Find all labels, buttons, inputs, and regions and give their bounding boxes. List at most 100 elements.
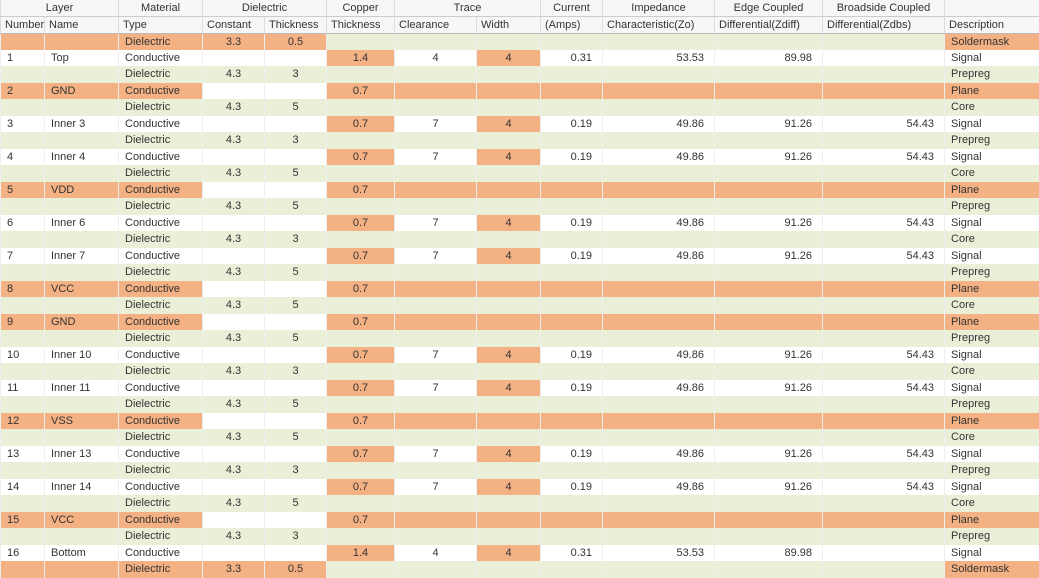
- cell-zo[interactable]: [603, 396, 715, 413]
- cell-number[interactable]: [1, 396, 45, 413]
- cell-dthick[interactable]: [265, 182, 327, 199]
- table-row[interactable]: Dielectric4.33Prepreg: [1, 528, 1039, 545]
- cell-constant[interactable]: 3.3: [203, 561, 265, 578]
- table-row[interactable]: Dielectric4.33Prepreg: [1, 66, 1039, 83]
- cell-name[interactable]: [45, 297, 119, 314]
- hdr-zo[interactable]: Characteristic(Zo): [603, 17, 715, 34]
- cell-width[interactable]: [477, 132, 541, 149]
- cell-clearance[interactable]: [395, 396, 477, 413]
- cell-constant[interactable]: 4.3: [203, 198, 265, 215]
- cell-zo[interactable]: [603, 132, 715, 149]
- cell-dthick[interactable]: 3: [265, 132, 327, 149]
- cell-amps[interactable]: [541, 363, 603, 380]
- table-row[interactable]: Dielectric4.35Core: [1, 429, 1039, 446]
- cell-number[interactable]: [1, 165, 45, 182]
- cell-dthick[interactable]: [265, 281, 327, 298]
- cell-constant[interactable]: 4.3: [203, 396, 265, 413]
- cell-name[interactable]: [45, 231, 119, 248]
- cell-type[interactable]: Dielectric: [119, 165, 203, 182]
- cell-clearance[interactable]: [395, 495, 477, 512]
- cell-name[interactable]: Inner 4: [45, 149, 119, 166]
- cell-clearance[interactable]: [395, 528, 477, 545]
- cell-zdiff[interactable]: [715, 99, 823, 116]
- cell-clearance[interactable]: [395, 314, 477, 331]
- cell-zdbs[interactable]: [823, 512, 945, 529]
- cell-zdbs[interactable]: 54.43: [823, 215, 945, 232]
- cell-number[interactable]: [1, 33, 45, 50]
- table-row[interactable]: 5VDDConductive0.7Plane: [1, 182, 1039, 199]
- cell-desc[interactable]: Plane: [945, 314, 1039, 331]
- cell-amps[interactable]: [541, 413, 603, 430]
- cell-dthick[interactable]: 5: [265, 297, 327, 314]
- hdr-amps[interactable]: (Amps): [541, 17, 603, 34]
- cell-zdiff[interactable]: [715, 33, 823, 50]
- cell-zdbs[interactable]: [823, 281, 945, 298]
- cell-clearance[interactable]: [395, 413, 477, 430]
- cell-clearance[interactable]: 7: [395, 248, 477, 265]
- cell-desc[interactable]: Core: [945, 231, 1039, 248]
- cell-zo[interactable]: 53.53: [603, 50, 715, 67]
- cell-number[interactable]: [1, 264, 45, 281]
- cell-desc[interactable]: Signal: [945, 50, 1039, 67]
- hdr-constant[interactable]: Constant: [203, 17, 265, 34]
- table-row[interactable]: 9GNDConductive0.7Plane: [1, 314, 1039, 331]
- cell-zdiff[interactable]: 91.26: [715, 215, 823, 232]
- cell-desc[interactable]: Prepreg: [945, 198, 1039, 215]
- cell-number[interactable]: 11: [1, 380, 45, 397]
- cell-width[interactable]: [477, 495, 541, 512]
- hdr-group-current[interactable]: Current: [541, 0, 603, 17]
- cell-zo[interactable]: 49.86: [603, 479, 715, 496]
- cell-amps[interactable]: 0.19: [541, 248, 603, 265]
- cell-width[interactable]: [477, 99, 541, 116]
- hdr-group-material[interactable]: Material: [119, 0, 203, 17]
- cell-zdiff[interactable]: [715, 264, 823, 281]
- cell-dthick[interactable]: 0.5: [265, 561, 327, 578]
- hdr-clearance[interactable]: Clearance: [395, 17, 477, 34]
- hdr-group-trace[interactable]: Trace: [395, 0, 541, 17]
- cell-zdbs[interactable]: 54.43: [823, 479, 945, 496]
- cell-zdbs[interactable]: 54.43: [823, 116, 945, 133]
- hdr-group-broadside[interactable]: Broadside Coupled: [823, 0, 945, 17]
- cell-width[interactable]: [477, 182, 541, 199]
- cell-cuthick[interactable]: [327, 165, 395, 182]
- cell-width[interactable]: [477, 363, 541, 380]
- cell-number[interactable]: 3: [1, 116, 45, 133]
- cell-width[interactable]: [477, 264, 541, 281]
- cell-zdiff[interactable]: [715, 281, 823, 298]
- cell-type[interactable]: Dielectric: [119, 297, 203, 314]
- cell-number[interactable]: 4: [1, 149, 45, 166]
- cell-clearance[interactable]: [395, 264, 477, 281]
- cell-cuthick[interactable]: [327, 561, 395, 578]
- cell-zdiff[interactable]: 91.26: [715, 248, 823, 265]
- cell-cuthick[interactable]: [327, 429, 395, 446]
- cell-type[interactable]: Conductive: [119, 512, 203, 529]
- cell-number[interactable]: 9: [1, 314, 45, 331]
- cell-dthick[interactable]: [265, 380, 327, 397]
- cell-width[interactable]: 4: [477, 215, 541, 232]
- hdr-number[interactable]: Number: [1, 17, 45, 34]
- cell-zo[interactable]: [603, 528, 715, 545]
- cell-cuthick[interactable]: [327, 528, 395, 545]
- cell-zdbs[interactable]: [823, 462, 945, 479]
- cell-width[interactable]: [477, 462, 541, 479]
- cell-zdbs[interactable]: [823, 83, 945, 100]
- table-row[interactable]: Dielectric3.30.5Soldermask: [1, 561, 1039, 578]
- cell-zdbs[interactable]: [823, 182, 945, 199]
- cell-type[interactable]: Conductive: [119, 347, 203, 364]
- cell-name[interactable]: [45, 198, 119, 215]
- table-row[interactable]: 11Inner 11Conductive0.7740.1949.8691.265…: [1, 380, 1039, 397]
- cell-type[interactable]: Dielectric: [119, 231, 203, 248]
- cell-amps[interactable]: [541, 314, 603, 331]
- cell-desc[interactable]: Plane: [945, 512, 1039, 529]
- table-row[interactable]: 13Inner 13Conductive0.7740.1949.8691.265…: [1, 446, 1039, 463]
- cell-cuthick[interactable]: [327, 297, 395, 314]
- cell-type[interactable]: Dielectric: [119, 429, 203, 446]
- cell-width[interactable]: [477, 83, 541, 100]
- cell-cuthick[interactable]: 0.7: [327, 512, 395, 529]
- cell-width[interactable]: [477, 512, 541, 529]
- cell-cuthick[interactable]: [327, 264, 395, 281]
- table-row[interactable]: Dielectric4.33Prepreg: [1, 462, 1039, 479]
- cell-desc[interactable]: Prepreg: [945, 66, 1039, 83]
- cell-zdbs[interactable]: [823, 363, 945, 380]
- cell-amps[interactable]: [541, 297, 603, 314]
